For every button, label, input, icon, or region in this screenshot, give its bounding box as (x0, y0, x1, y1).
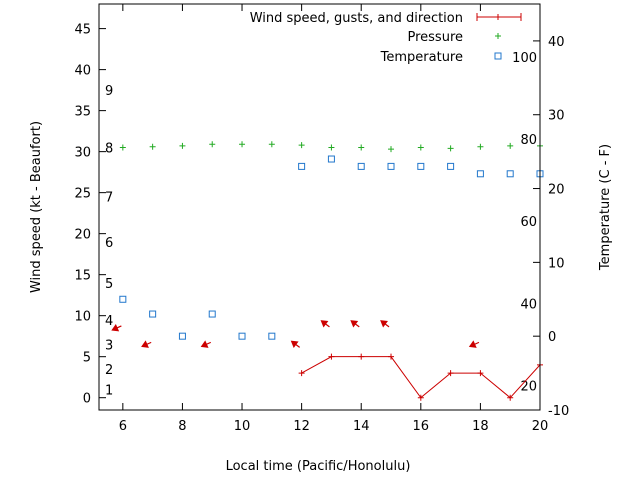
wind-direction-arrow-icon (141, 340, 152, 348)
beaufort-label: 8 (105, 142, 113, 157)
legend-sample-pressure (495, 33, 501, 39)
y-left-tick-label: 15 (74, 269, 91, 284)
x-tick-label: 6 (119, 419, 127, 434)
y-right-tick-label: 20 (548, 183, 565, 198)
beaufort-label: 4 (105, 314, 113, 329)
wind-speed-point (507, 394, 514, 401)
fahrenheit-label: 60 (520, 215, 537, 230)
pressure-point (477, 143, 484, 150)
temperature-point (208, 310, 216, 318)
pressure-point (119, 144, 126, 151)
y-right-tick-label: 10 (548, 256, 565, 271)
y-left-tick-label: 35 (74, 105, 91, 120)
pressure-point (417, 144, 424, 151)
legend-label-temperature: Temperature (380, 50, 463, 65)
wind-speed-point (328, 353, 335, 360)
pressure-point (328, 144, 335, 151)
pressure-point (239, 141, 246, 148)
pressure-point (149, 143, 156, 150)
beaufort-label: 2 (105, 363, 113, 378)
pressure-point (268, 141, 275, 148)
y-axis-label-right: Temperature (C - F) (598, 144, 613, 271)
temperature-point (476, 170, 484, 178)
y-axis-label-left: Wind speed (kt - Beaufort) (29, 121, 44, 293)
y-left-tick-label: 5 (83, 351, 91, 366)
x-tick-label: 18 (472, 419, 489, 434)
wind-speed-line (301, 356, 541, 399)
wind-direction-arrow-icon (468, 340, 480, 348)
x-tick-label: 10 (234, 419, 251, 434)
pressure-point (507, 142, 514, 149)
x-tick-label: 20 (532, 419, 549, 434)
y-left-tick-label: 45 (74, 23, 91, 38)
beaufort-label: 5 (105, 277, 113, 292)
y-right-tick-label: 30 (548, 109, 565, 124)
y-left-tick-label: 25 (74, 187, 91, 202)
temperature-point (417, 162, 425, 170)
fahrenheit-label: 40 (520, 298, 537, 313)
fahrenheit-label: 20 (520, 380, 537, 395)
beaufort-label: 3 (105, 338, 113, 353)
wind-direction-arrow-icon (290, 340, 301, 348)
beaufort-label: 6 (105, 236, 113, 251)
legend: Wind speed, gusts, and direction Pressur… (250, 11, 522, 65)
temperature-point (238, 332, 246, 340)
temperature-point (447, 162, 455, 170)
y-left-tick-label: 30 (74, 146, 91, 161)
legend-sample-wind-point (495, 14, 501, 20)
temperature-point (357, 162, 365, 170)
x-tick-label: 14 (353, 419, 370, 434)
pressure-point (388, 146, 395, 153)
pressure-point (179, 142, 186, 149)
y-right-tick-label: -10 (548, 404, 569, 419)
pressure-point (209, 141, 216, 148)
legend-label-wind: Wind speed, gusts, and direction (250, 11, 463, 26)
wind-direction-arrow-icon (200, 340, 212, 348)
axis-ticks (99, 4, 541, 411)
wind-speed-point (477, 370, 484, 377)
wind-speed-point (417, 394, 424, 401)
temperature-point (506, 170, 514, 178)
y-left-tick-label: 20 (74, 228, 91, 243)
wind-direction-arrow-icon (320, 320, 330, 328)
legend-sample-temperature (494, 52, 502, 60)
wind-speed-point (388, 353, 395, 360)
plot-frame (98, 3, 541, 411)
wind-direction-arrow-icon (380, 320, 390, 328)
x-tick-label: 12 (293, 419, 310, 434)
beaufort-label: 9 (105, 84, 113, 99)
y-right-tick-label: 40 (548, 35, 565, 50)
wind-direction-arrow-icon (111, 323, 122, 332)
pressure-point (298, 142, 305, 149)
pressure-point (447, 145, 454, 152)
x-axis-label: Local time (Pacific/Honolulu) (226, 459, 411, 474)
beaufort-label: 1 (105, 383, 113, 398)
pressure-point (358, 144, 365, 151)
fahrenheit-label: 80 (520, 133, 537, 148)
wind-speed-point (447, 370, 454, 377)
temperature-point (119, 295, 127, 303)
fahrenheit-label: 100 (512, 51, 537, 66)
tick-labels: 6 8 10 12 14 16 18 20051015202530354045-1001020… (74, 23, 569, 434)
x-tick-label: 8 (178, 419, 186, 434)
data-marks (111, 141, 544, 401)
temperature-point (268, 332, 276, 340)
beaufort-label: 7 (105, 191, 113, 206)
legend-label-pressure: Pressure (407, 30, 463, 45)
temperature-point (327, 155, 335, 163)
temperature-point (178, 332, 186, 340)
y-left-tick-label: 0 (83, 392, 91, 407)
temperature-point (387, 162, 395, 170)
temperature-point (149, 310, 157, 318)
temperature-point (298, 162, 306, 170)
wind-speed-point (358, 353, 365, 360)
y-left-tick-label: 40 (74, 64, 91, 79)
y-right-tick-label: 0 (548, 330, 556, 345)
y-left-tick-label: 10 (74, 310, 91, 325)
wind-direction-arrow-icon (350, 320, 360, 328)
wind-speed-point (298, 370, 305, 377)
x-tick-label: 16 (413, 419, 430, 434)
